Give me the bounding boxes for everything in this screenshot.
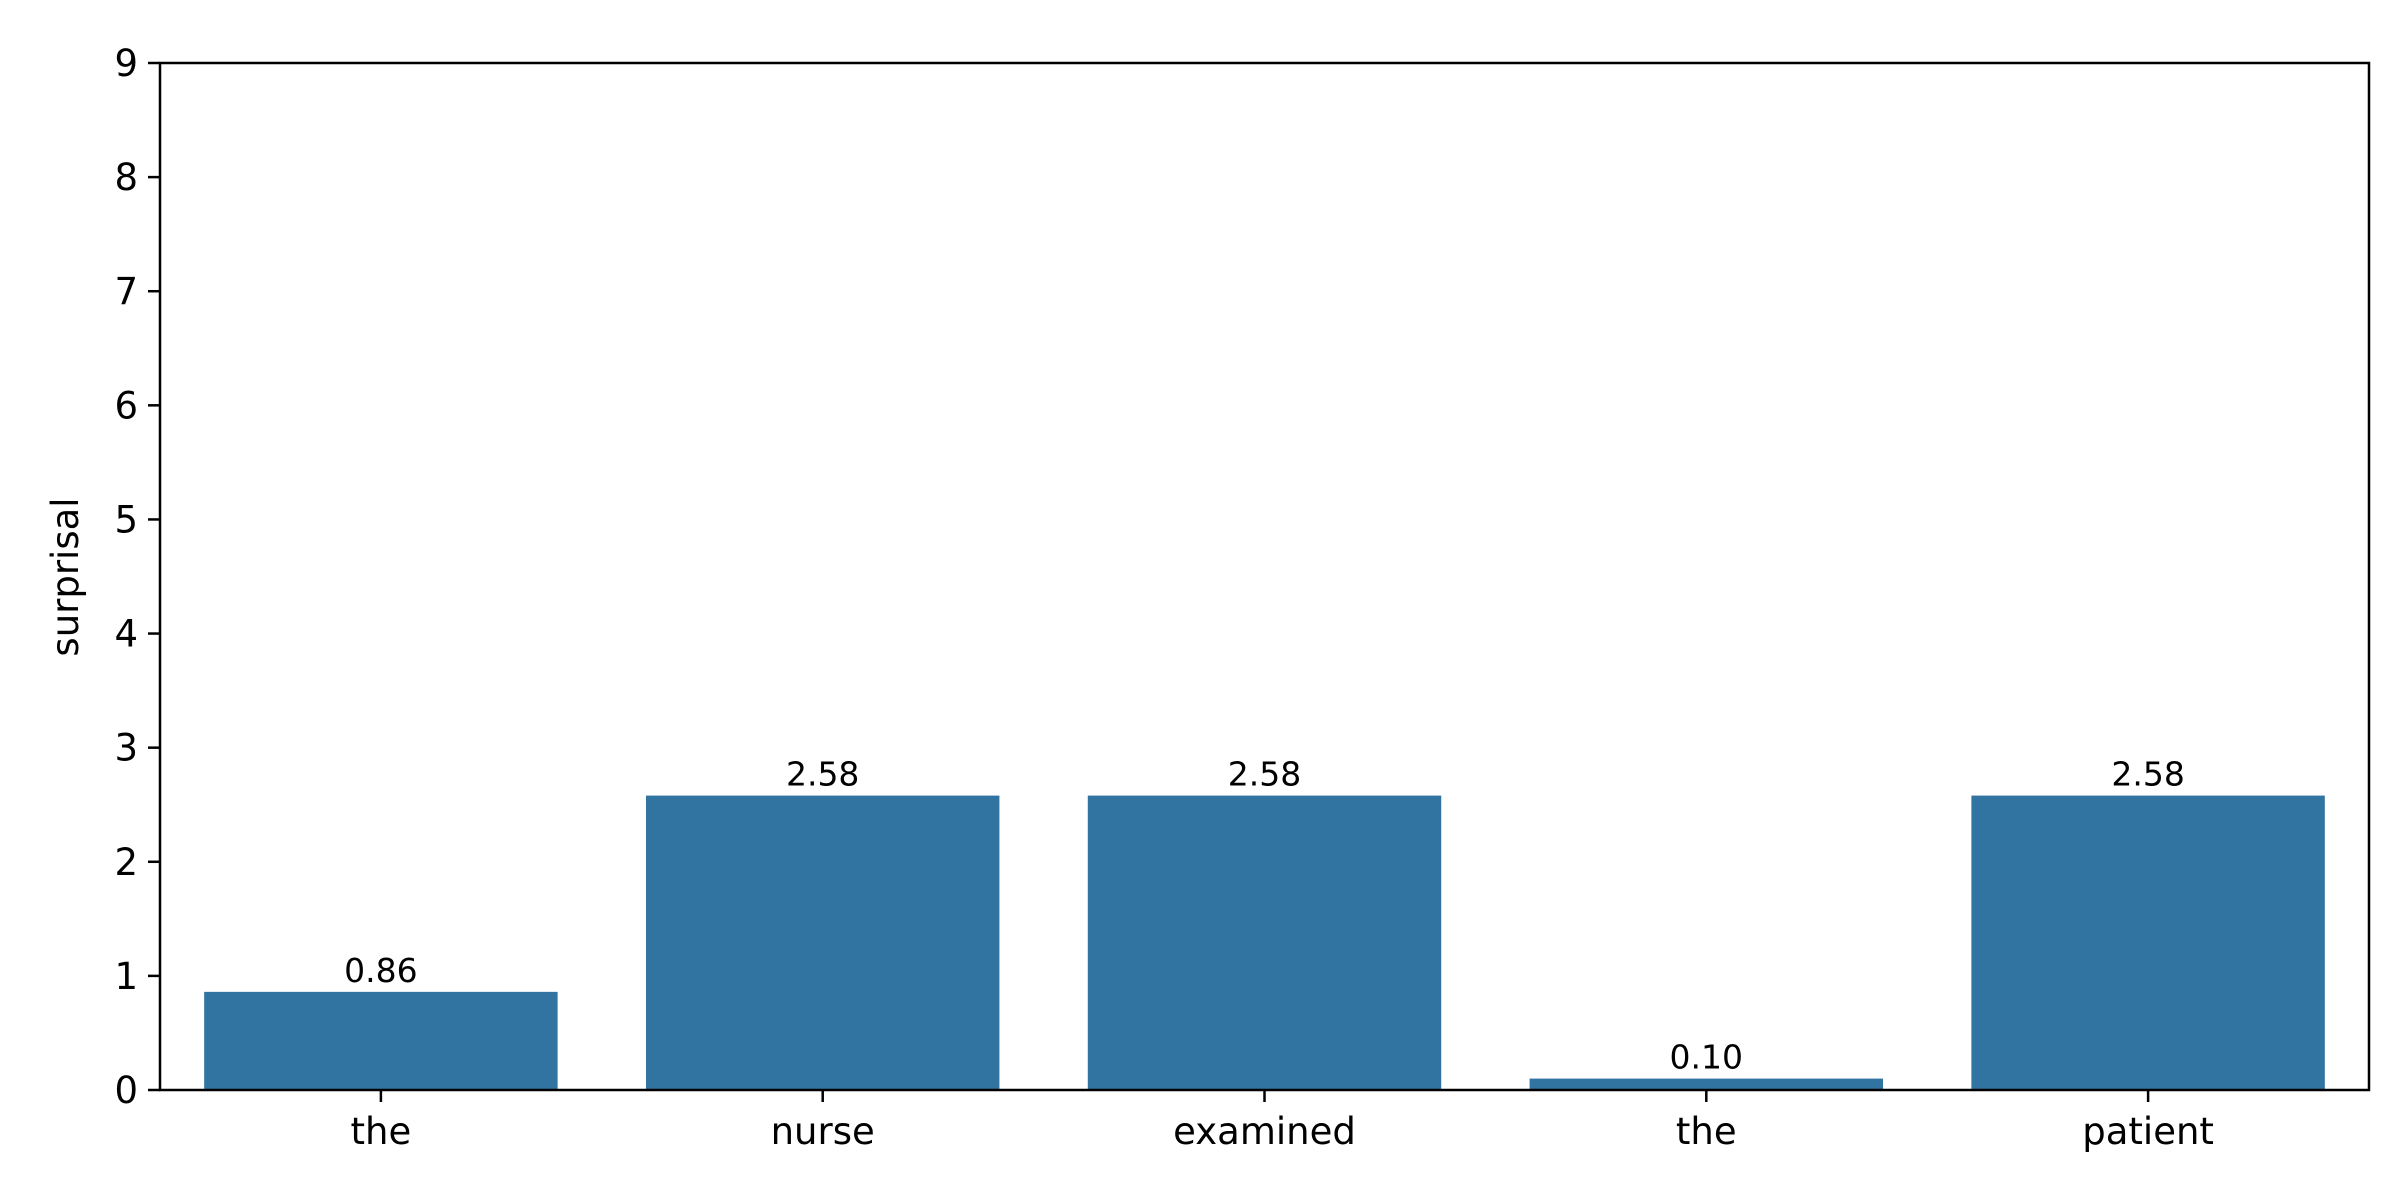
bar-4 — [1971, 795, 2325, 1090]
y-tick-label-5: 5 — [114, 498, 138, 541]
x-tick-label-2: examined — [1173, 1110, 1356, 1153]
y-tick-label-1: 1 — [114, 955, 138, 998]
x-tick-label-3: the — [1676, 1110, 1737, 1153]
x-axis: the nurse examined the patient — [351, 1090, 2214, 1153]
y-tick-label-0: 0 — [114, 1069, 138, 1112]
y-axis-label: surprisal — [44, 497, 87, 656]
y-tick-label-3: 3 — [114, 727, 138, 770]
data-label-0: 0.86 — [344, 951, 417, 990]
bar-2 — [1087, 795, 1442, 1090]
data-label-3: 0.10 — [1670, 1038, 1743, 1077]
y-tick-label-2: 2 — [114, 841, 138, 884]
data-labels: 0.86 2.58 2.58 0.10 2.58 — [344, 755, 2185, 1077]
data-label-1: 2.58 — [786, 755, 859, 794]
y-axis: 0 1 2 3 4 5 6 7 8 9 — [114, 42, 160, 1112]
bar-1 — [645, 795, 1000, 1090]
data-label-2: 2.58 — [1228, 755, 1301, 794]
bar-3 — [1529, 1078, 1884, 1090]
x-tick-label-0: the — [351, 1110, 412, 1153]
y-tick-label-8: 8 — [114, 156, 138, 199]
y-tick-label-9: 9 — [114, 42, 138, 85]
bar-0 — [204, 991, 558, 1090]
bars-layer — [204, 795, 2325, 1090]
y-tick-label-4: 4 — [114, 613, 138, 656]
data-label-4: 2.58 — [2111, 755, 2184, 794]
y-tick-label-7: 7 — [114, 270, 138, 313]
x-tick-label-1: nurse — [771, 1110, 875, 1153]
x-tick-label-4: patient — [2082, 1110, 2214, 1153]
y-tick-label-6: 6 — [114, 384, 138, 427]
